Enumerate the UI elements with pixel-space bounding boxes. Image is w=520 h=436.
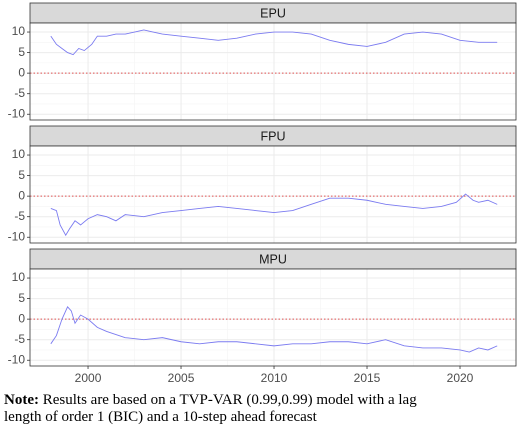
y-tick-label: 5	[18, 45, 25, 59]
y-tick-label: 10	[12, 147, 26, 161]
y-tick-label: -10	[8, 352, 26, 366]
y-tick-label: 0	[18, 65, 25, 79]
y-tick-label: -10	[8, 229, 26, 243]
note-label: Note:	[4, 392, 39, 408]
x-tick-label: 2000	[75, 371, 102, 385]
y-tick-label: -5	[14, 332, 25, 346]
chart: EPU -10 -5 0 5 10 FPU -10 -5 0 5 10 MPU -10 -5 0 5 10 2000…	[8, 2, 517, 385]
panel-border	[29, 145, 517, 244]
y-tick-label: 5	[18, 291, 25, 305]
panel	[30, 146, 516, 243]
y-tick-label: -5	[14, 86, 25, 100]
series-line	[50, 193, 498, 237]
note-text: Results are based on a TVP-VAR (0.99,0.9…	[4, 392, 417, 425]
panel-border	[29, 268, 517, 367]
strip-label: MPU	[259, 252, 287, 266]
y-tick-label: 0	[18, 311, 25, 325]
x-tick-label: 2010	[261, 371, 288, 385]
y-tick-label: 5	[18, 168, 25, 182]
series-line	[50, 29, 498, 56]
y-tick-label: 10	[12, 270, 26, 284]
strip-label: FPU	[261, 129, 286, 143]
x-tick-label: 2020	[447, 371, 474, 385]
note: Note: Results are based on a TVP-VAR (0.…	[4, 392, 434, 426]
panel	[30, 23, 516, 120]
y-tick-label: -5	[14, 209, 25, 223]
y-tick-label: -10	[8, 106, 26, 120]
series-line	[50, 305, 498, 353]
y-tick-label: 10	[12, 24, 26, 38]
x-tick-label: 2005	[168, 371, 195, 385]
x-tick-label: 2015	[354, 371, 381, 385]
y-tick-label: 0	[18, 188, 25, 202]
strip-label: EPU	[260, 6, 286, 20]
panel-border	[29, 22, 517, 121]
panel	[30, 269, 516, 366]
